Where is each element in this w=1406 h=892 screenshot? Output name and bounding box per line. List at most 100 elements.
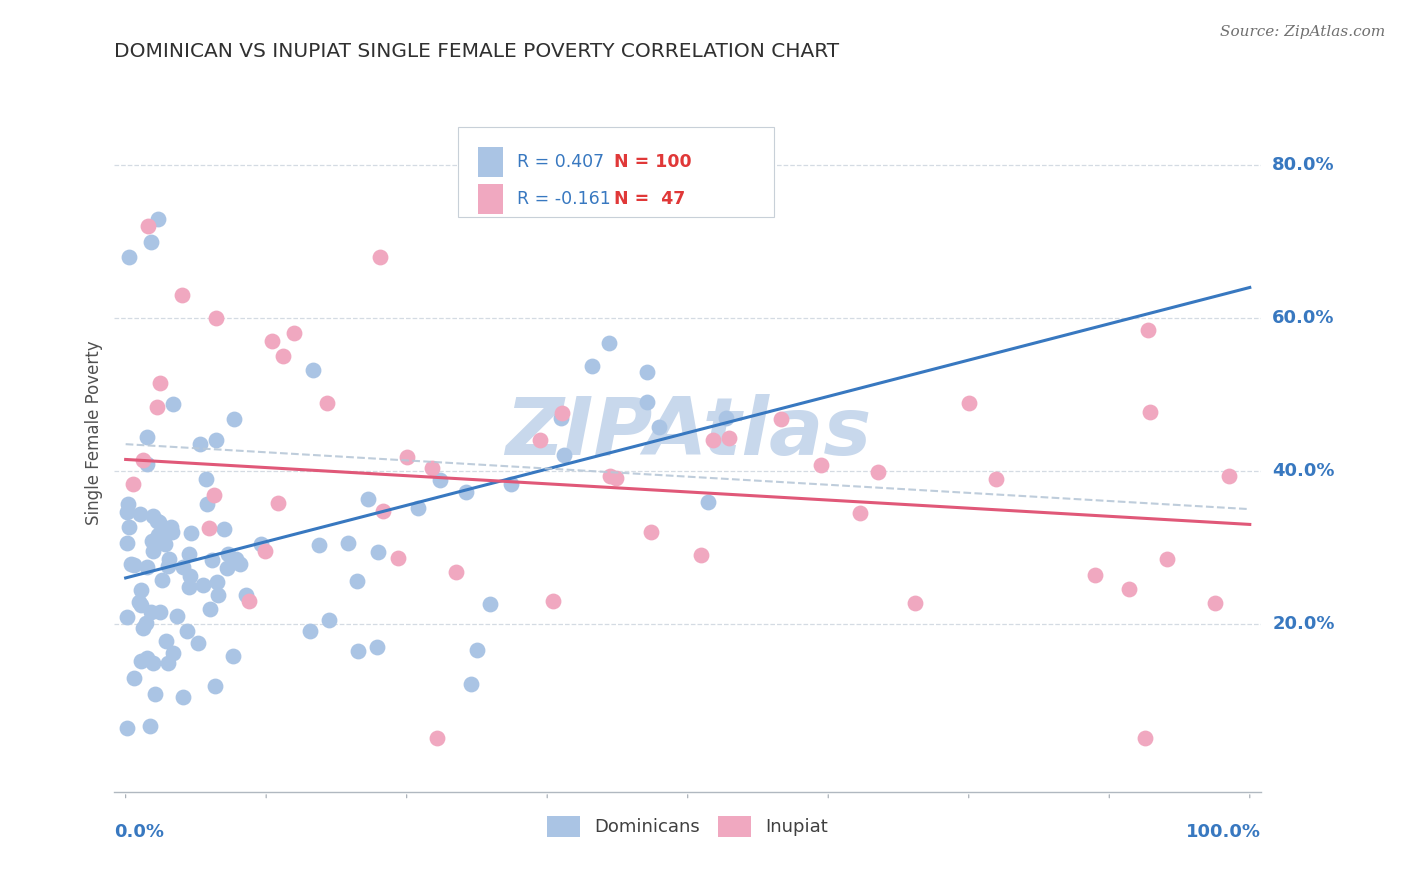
- Point: [188, 437, 211, 451]
- Point: [139, 605, 162, 619]
- Point: [266, 495, 288, 509]
- Point: [117, 505, 139, 519]
- Point: [346, 574, 368, 588]
- Text: DOMINICAN VS INUPIAT SINGLE FEMALE POVERTY CORRELATION CHART: DOMINICAN VS INUPIAT SINGLE FEMALE POVER…: [114, 42, 839, 61]
- Point: [180, 526, 202, 541]
- Point: [318, 613, 340, 627]
- Point: [598, 335, 620, 350]
- Point: [197, 521, 219, 535]
- Point: [135, 430, 157, 444]
- FancyBboxPatch shape: [458, 128, 773, 217]
- Point: [581, 359, 603, 373]
- Point: [143, 536, 166, 550]
- Point: [212, 523, 235, 537]
- Point: [179, 569, 201, 583]
- Point: [769, 412, 792, 426]
- Point: [117, 497, 139, 511]
- Point: [157, 656, 180, 670]
- Point: [157, 551, 180, 566]
- Point: [697, 494, 720, 508]
- Point: [1135, 731, 1157, 746]
- Y-axis label: Single Female Poverty: Single Female Poverty: [86, 341, 103, 525]
- Point: [162, 397, 184, 411]
- Point: [195, 472, 218, 486]
- Point: [283, 326, 305, 341]
- Point: [541, 594, 564, 608]
- Text: R = 0.407: R = 0.407: [517, 153, 605, 171]
- Point: [714, 411, 737, 425]
- Point: [136, 650, 159, 665]
- Point: [636, 395, 658, 409]
- Text: Source: ZipAtlas.com: Source: ZipAtlas.com: [1219, 25, 1385, 39]
- Point: [420, 460, 443, 475]
- Point: [118, 250, 141, 264]
- Point: [648, 419, 671, 434]
- Point: [640, 525, 662, 540]
- Point: [553, 449, 575, 463]
- Point: [132, 621, 155, 635]
- Point: [222, 412, 245, 426]
- Point: [460, 677, 482, 691]
- Point: [141, 533, 163, 548]
- Point: [373, 504, 395, 518]
- Point: [367, 545, 389, 559]
- Point: [702, 434, 724, 448]
- Point: [170, 288, 193, 302]
- Point: [187, 636, 209, 650]
- Point: [128, 595, 150, 609]
- Point: [253, 543, 276, 558]
- Point: [202, 488, 225, 502]
- Point: [146, 514, 169, 528]
- Text: 40.0%: 40.0%: [1272, 462, 1334, 480]
- Point: [271, 349, 294, 363]
- Point: [132, 453, 155, 467]
- Point: [444, 566, 467, 580]
- Point: [426, 731, 449, 746]
- Point: [260, 334, 283, 348]
- Point: [156, 559, 179, 574]
- Point: [810, 458, 832, 472]
- Point: [308, 539, 330, 553]
- FancyBboxPatch shape: [478, 184, 503, 214]
- Point: [129, 582, 152, 597]
- Point: [205, 433, 228, 447]
- Point: [136, 560, 159, 574]
- Point: [142, 657, 165, 671]
- Point: [177, 581, 200, 595]
- Point: [550, 411, 572, 425]
- Point: [215, 561, 238, 575]
- Point: [148, 515, 170, 529]
- Text: 80.0%: 80.0%: [1272, 156, 1334, 174]
- Point: [217, 547, 239, 561]
- Point: [120, 557, 142, 571]
- Point: [718, 431, 741, 445]
- Point: [148, 527, 170, 541]
- Point: [499, 477, 522, 491]
- Point: [1136, 322, 1159, 336]
- Point: [162, 524, 184, 539]
- Point: [1084, 568, 1107, 582]
- Point: [121, 476, 143, 491]
- Point: [866, 465, 889, 479]
- Point: [337, 536, 360, 550]
- Point: [135, 615, 157, 630]
- Point: [135, 457, 157, 471]
- Point: [191, 578, 214, 592]
- Point: [142, 543, 165, 558]
- Point: [454, 485, 477, 500]
- Point: [149, 605, 172, 619]
- Text: ZIPAtlas: ZIPAtlas: [505, 393, 870, 472]
- Point: [347, 644, 370, 658]
- Point: [551, 406, 574, 420]
- Point: [141, 235, 163, 249]
- Point: [172, 690, 194, 705]
- Point: [250, 536, 273, 550]
- Text: N =  47: N = 47: [614, 190, 686, 208]
- Point: [204, 311, 226, 326]
- Legend: Dominicans, Inupiat: Dominicans, Inupiat: [540, 809, 835, 844]
- Point: [356, 491, 378, 506]
- Point: [122, 558, 145, 573]
- Point: [238, 594, 260, 608]
- Point: [605, 471, 627, 485]
- Point: [204, 679, 226, 693]
